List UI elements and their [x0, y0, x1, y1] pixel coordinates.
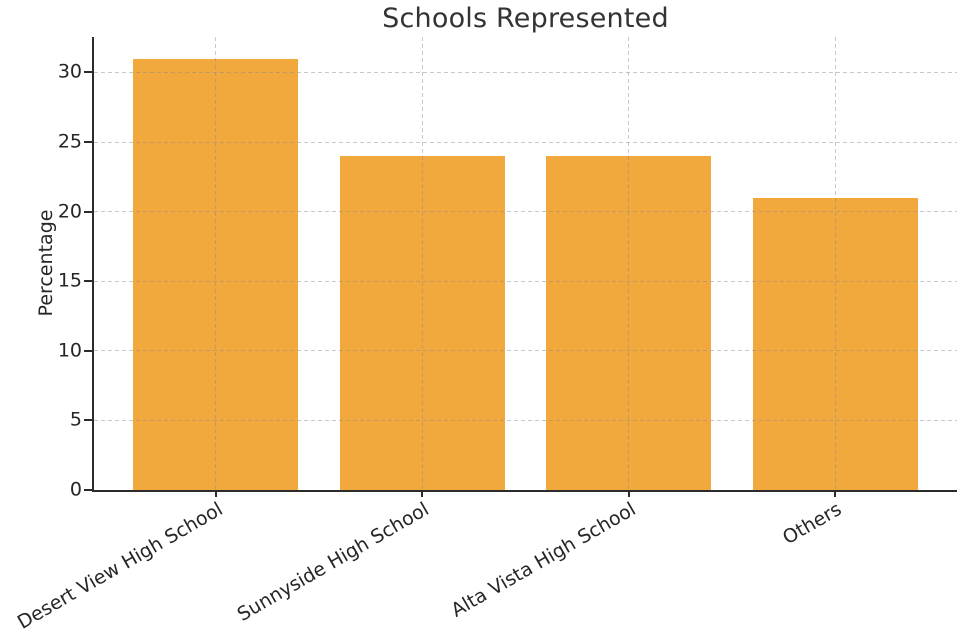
y-tick-mark: [84, 210, 92, 213]
y-tick-label: 20: [57, 200, 82, 223]
x-tick-label: Others: [779, 498, 846, 550]
y-tick-mark: [84, 419, 92, 422]
y-tick-mark: [84, 141, 92, 144]
x-axis-spine: [92, 490, 957, 492]
bars-layer: [94, 37, 957, 490]
plot-area: 0 5 10 15 20 25 30 Desert View High School Sunny…: [13, 37, 957, 634]
x-tick-mark: [421, 491, 424, 497]
y-tick-label: 0: [69, 478, 82, 501]
x-tick-mark: [834, 491, 837, 497]
y-tick-mark: [84, 489, 92, 491]
x-tick-mark: [214, 491, 217, 497]
y-tick-label: 5: [69, 408, 82, 431]
y-axis-label: Percentage: [35, 209, 57, 317]
x-tick-label: Sunnyside High School: [233, 498, 433, 626]
x-tick-label: Alta Vista High School: [447, 498, 640, 622]
bar: [339, 156, 505, 490]
y-tick-label: 10: [57, 339, 82, 362]
y-tick-label: 15: [57, 269, 82, 292]
x-tick-label: Desert View High School: [13, 498, 227, 634]
y-tick-mark: [84, 349, 92, 352]
bar: [133, 58, 299, 490]
bar: [546, 156, 712, 490]
chart-title: Schools Represented: [382, 3, 669, 34]
x-tick-mark: [627, 491, 630, 497]
bar: [752, 197, 918, 490]
y-tick-mark: [84, 280, 92, 283]
y-tick-mark: [84, 71, 92, 74]
y-tick-label: 25: [57, 130, 82, 153]
y-tick-label: 30: [57, 60, 82, 83]
